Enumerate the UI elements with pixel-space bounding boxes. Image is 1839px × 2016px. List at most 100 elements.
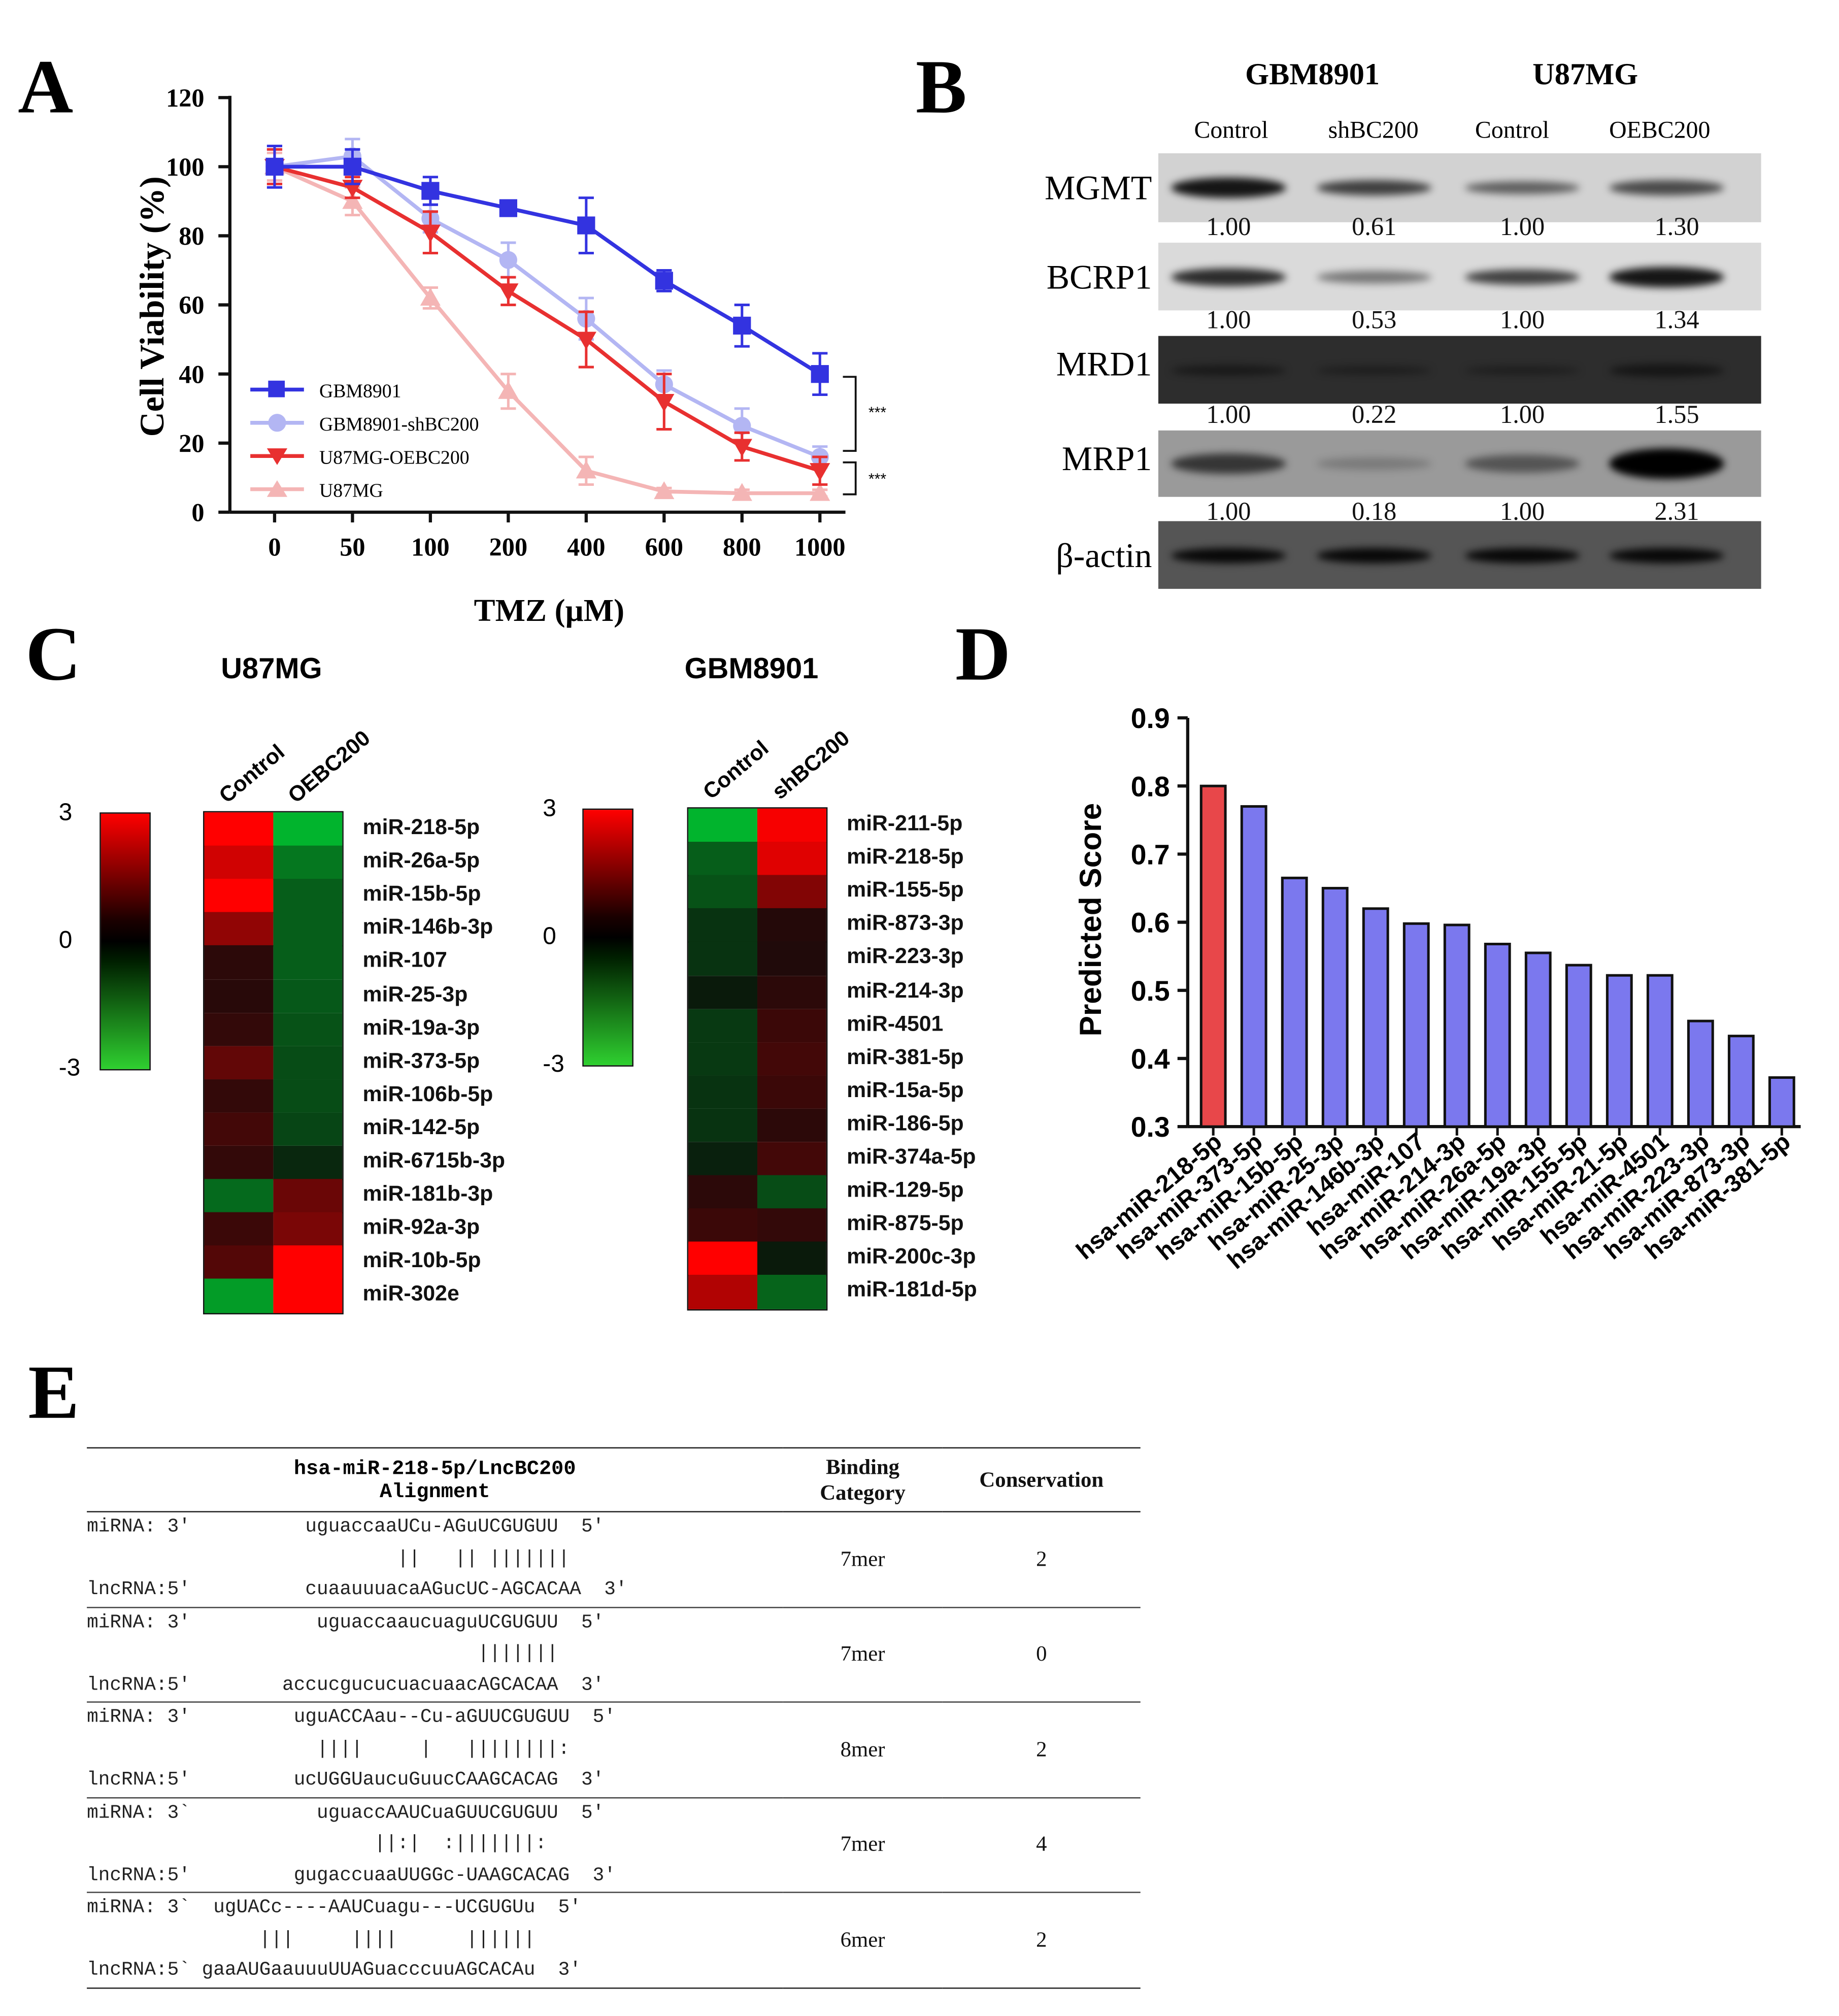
heatmap-cell	[204, 1245, 274, 1280]
blot-band	[1609, 448, 1724, 479]
heatmap-row-label: miR-302e	[362, 1281, 459, 1306]
blot-quant: 0.61	[1352, 213, 1397, 242]
viability-point-u87	[654, 481, 675, 500]
conservation-value: 2	[1036, 1737, 1047, 1761]
blot-band	[1464, 181, 1580, 194]
viability-chart: 0 20 40 60 80 100 120 0 50 100 200 400 600 800 1000 Ce…	[132, 84, 886, 628]
heatmap-row-label: miR-15b-5p	[362, 881, 481, 906]
panel-letter-a: A	[18, 45, 74, 129]
predicted-score-ylabel: Predicted Score	[1073, 803, 1108, 1037]
blot-quant: 1.00	[1206, 306, 1251, 335]
score-bar	[1687, 1019, 1714, 1128]
blot-band	[1464, 269, 1580, 284]
heatmap-cell	[204, 1212, 274, 1247]
viability-xtick: 400	[567, 533, 605, 561]
blot-band	[1316, 547, 1432, 563]
heatmap-row-label: miR-186-5p	[847, 1111, 964, 1136]
score-bar	[1321, 886, 1349, 1128]
heatmap-cell	[688, 875, 757, 909]
heatmap-scale-label: 3	[543, 796, 556, 823]
heatmap-cell	[273, 912, 343, 947]
heatmap-cell	[688, 1142, 757, 1176]
blot-quant: 1.00	[1206, 401, 1251, 429]
blot-band	[1316, 270, 1432, 283]
viability-point-u87	[576, 460, 596, 479]
score-ytick: 0.8	[1131, 771, 1170, 802]
viability-xtick: 800	[723, 533, 761, 561]
blot-band	[1171, 268, 1286, 286]
alignment-seq: miRNA: 3' uguACCAau--Cu-aGUUCGUGUU 5' ||…	[87, 1706, 616, 1791]
heatmap-cell	[688, 908, 757, 943]
blot-band	[1464, 547, 1580, 563]
blot-band	[1609, 266, 1724, 287]
heatmap-col-label: OEBC200	[283, 725, 375, 808]
viability-point-gbm	[421, 182, 440, 200]
viability-point-u87-oe	[654, 394, 675, 412]
score-ytick: 0.4	[1131, 1043, 1170, 1075]
heatmap-cell	[273, 1112, 343, 1147]
blot-label-0: MGMT	[1045, 169, 1152, 207]
viability-ytick: 40	[179, 360, 204, 388]
viability-xtick: 100	[411, 533, 449, 561]
heatmap-cell	[757, 875, 826, 909]
legend-gbm8901: GBM8901	[319, 380, 401, 402]
heatmap-row-label: miR-373-5p	[362, 1048, 480, 1073]
blot-lane-2: shBC200	[1328, 117, 1419, 145]
blot-band	[1316, 457, 1432, 470]
heatmap-scale-label: 0	[58, 927, 73, 954]
heatmap-row-label: miR-873-3p	[847, 911, 964, 936]
heatmap-cell	[688, 808, 757, 843]
score-ytick: 0.9	[1131, 703, 1170, 734]
alignment-header: hsa-miR-218-5p/LncBC200 Alignment	[293, 1457, 576, 1503]
heatmap-cell	[273, 845, 343, 880]
sig-label-2: ***	[868, 471, 886, 488]
heatmap-cell	[757, 842, 826, 876]
heatmap-row-label: miR-181b-3p	[362, 1181, 493, 1206]
score-bar	[1240, 805, 1267, 1128]
heatmap-row-label: miR-6715b-3p	[362, 1148, 506, 1173]
legend-u87-oe: U87MG-OEBC200	[319, 447, 470, 468]
viability-point-u87-oe	[731, 439, 752, 457]
blot-strip-4	[1158, 521, 1761, 589]
heatmap-cell	[757, 908, 826, 943]
heatmap-row-label: miR-374a-5p	[847, 1144, 976, 1169]
alignment-seq: miRNA: 3` uguaccAAUCuaGUUCGUGUU 5' ||:| …	[87, 1801, 616, 1886]
heatmap-row-label: miR-155-5p	[847, 877, 964, 902]
heatmap-cell	[204, 879, 274, 913]
score-bar	[1443, 923, 1470, 1128]
blot-band	[1464, 366, 1580, 374]
viability-point-gbm	[343, 157, 362, 176]
viability-point-u87-oe	[498, 283, 519, 302]
heatmap-cell	[273, 1212, 343, 1247]
alignment-row: miRNA: 3' uguaccaaucuaguUCGUGUU 5' |||||…	[87, 1607, 1141, 1702]
viability-point-u87-oe	[810, 463, 830, 481]
heatmap-cell	[204, 1145, 274, 1180]
heatmap-scale-label: -3	[58, 1055, 81, 1082]
blot-label-1: BCRP1	[1046, 258, 1152, 296]
viability-point-u87-oe	[420, 224, 441, 243]
viability-point-u87-oe	[576, 332, 596, 350]
viability-point-gbm	[655, 272, 673, 290]
binding-category: 7mer	[840, 1832, 885, 1857]
heatmap-col-label: Control	[698, 736, 774, 804]
blot-lane-1: Control	[1194, 117, 1268, 145]
alignment-seq: miRNA: 3' uguaccaaUCu-AGuUCGUGUU 5' || |…	[87, 1516, 627, 1601]
viability-series-gbm	[265, 144, 829, 396]
conservation-value: 4	[1036, 1832, 1047, 1857]
heatmap-cell	[204, 1279, 274, 1313]
heatmap-row-label: miR-223-3p	[847, 944, 964, 969]
heatmap-scale-label: 0	[543, 923, 556, 950]
viability-point-gbm-sh	[733, 417, 751, 435]
blot-band	[1609, 180, 1724, 195]
legend-u87: U87MG	[319, 480, 383, 502]
sig-label-1: ***	[868, 405, 886, 421]
heatmap-cell	[757, 975, 826, 1009]
blot-lane-3: Control	[1475, 117, 1550, 145]
viability-point-gbm	[577, 216, 595, 235]
viability-ylabel: Cell Viability (%)	[132, 176, 171, 437]
blot-band	[1464, 454, 1580, 473]
viability-point-gbm	[265, 157, 284, 176]
heatmap-row-label: miR-218-5p	[847, 844, 964, 869]
heatmap-row-label: miR-107	[362, 948, 447, 973]
heatmap-cell	[688, 1208, 757, 1243]
